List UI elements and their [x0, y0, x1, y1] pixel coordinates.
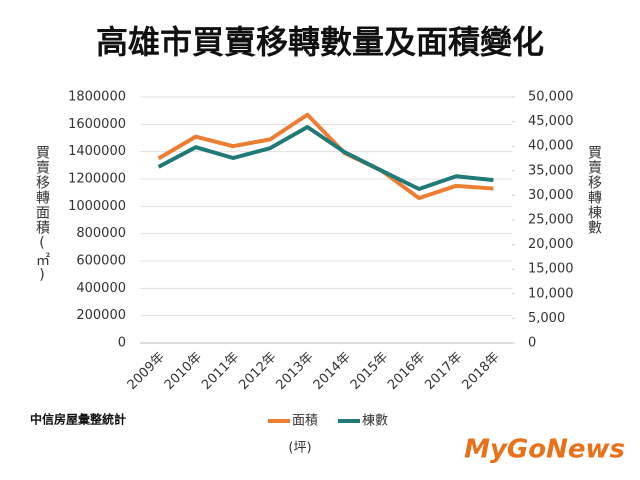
x-tick-label: 2013年	[274, 350, 317, 393]
y-tick-label: 600000	[76, 254, 126, 269]
source-note: 中信房屋彙整統計	[30, 412, 126, 427]
series-line	[157, 125, 494, 192]
x-tick-label: 2009年	[125, 350, 168, 393]
y2-tick-label: 5,000	[528, 311, 565, 326]
x-tick-label: 2012年	[236, 350, 279, 393]
y2-axis-label: 買賣移轉棟數	[586, 145, 602, 235]
y-tick-label: 1400000	[68, 144, 126, 159]
y-tick-label: 1600000	[68, 117, 126, 132]
y-tick-label: 1800000	[68, 90, 126, 105]
y2-tick-label: 40,000	[528, 139, 574, 154]
y-tick-label: 0	[118, 336, 126, 351]
y2-tick-label: 45,000	[528, 114, 574, 129]
y2-tick-label: 25,000	[528, 213, 574, 228]
y2-tick-label: 15,000	[528, 262, 574, 277]
y-tick-label: 1000000	[68, 199, 126, 214]
chart-title: 高雄市買賣移轉數量及面積變化	[96, 23, 544, 61]
y2-tick-label: 50,000	[528, 90, 574, 105]
y2-tick-label: 10,000	[528, 286, 574, 301]
legend-label: 面積	[292, 414, 318, 429]
x-tick-label: 2016年	[385, 350, 428, 393]
unit-note: (坪)	[288, 441, 311, 456]
x-tick-label: 2017年	[422, 350, 465, 393]
x-tick-label: 2014年	[311, 350, 354, 393]
y2-tick-label: 35,000	[528, 163, 574, 178]
y-tick-label: 400000	[76, 281, 126, 296]
legend: 面積 棟數	[268, 414, 388, 429]
y-axis-label: 買賣移轉面積(㎡)	[34, 145, 50, 284]
x-tick-label: 2018年	[460, 350, 503, 393]
series-line	[157, 112, 494, 201]
y-tick-label: 200000	[76, 308, 126, 323]
legend-label: 棟數	[362, 414, 388, 429]
x-tick-label: 2010年	[162, 350, 205, 393]
y2-tick-label: 20,000	[528, 237, 574, 252]
y-tick-label: 1200000	[68, 172, 126, 187]
y-tick-label: 800000	[76, 226, 126, 241]
x-tick-label: 2011年	[199, 350, 242, 393]
y2-tick-label: 30,000	[528, 188, 574, 203]
x-tick-label: 2015年	[348, 350, 391, 393]
logo: MyGoNews	[464, 435, 625, 465]
y2-tick-label: 0	[528, 336, 536, 351]
